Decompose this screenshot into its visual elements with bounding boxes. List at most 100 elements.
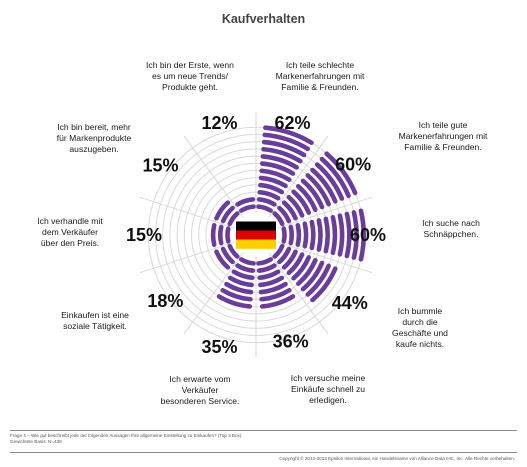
bar-dash — [351, 210, 359, 260]
bar-dash — [257, 189, 281, 201]
bar-dash — [256, 257, 273, 266]
flag-stripe — [236, 230, 276, 240]
bar-segment — [256, 125, 314, 213]
category-label-line: Familie & Freunden. — [404, 142, 481, 152]
category-label-line: Einkaufen ist eine — [61, 310, 129, 320]
category-label-line: durch die — [402, 317, 438, 327]
bar-dash — [235, 263, 256, 273]
grid-spoke — [276, 196, 373, 229]
category-label-line: dem Verkäufer — [42, 227, 98, 237]
bar-dash — [225, 226, 231, 244]
footer-divider — [10, 430, 517, 431]
bar-dash — [272, 211, 285, 227]
bar-dash — [263, 125, 314, 145]
grid-spoke — [183, 252, 244, 335]
category-label-line: Ich teile schlechte — [286, 60, 355, 70]
category-label-line: Verkäufer — [182, 385, 219, 395]
bar-dash — [220, 246, 235, 265]
bar-dash — [286, 252, 305, 276]
category-label: Ich bummle durch die Geschäfte und kaufe ni… — [392, 306, 448, 349]
bar-dash — [227, 243, 240, 259]
bar-dash — [296, 184, 318, 213]
category-label: Einkaufen ist eine soziale Tätigkeit. — [61, 310, 129, 331]
category-label-line: Markenerfahrungen mit — [276, 71, 365, 81]
footnote-base: Gewichtete Basis: N=439 — [10, 439, 62, 444]
value-label: 36% — [273, 332, 309, 352]
category-label: Ich teile schlechte Markenerfahrungen mit… — [276, 60, 365, 92]
bar-dash — [300, 178, 325, 210]
bar-segment — [235, 197, 256, 213]
category-label-line: soziale Tätigkeit. — [63, 321, 127, 331]
flag-stripe — [236, 239, 276, 249]
category-label-line: Ich bin der Erste, wenn — [146, 60, 234, 70]
bar-dash — [220, 205, 235, 224]
bar-dash — [256, 263, 277, 273]
category-label-line: es um neue Trends/ — [152, 71, 229, 81]
bar-dash — [258, 175, 288, 189]
grid-spoke — [276, 241, 373, 274]
bar-dash — [330, 214, 338, 256]
bar-dash — [259, 294, 296, 309]
bar-dash — [272, 243, 285, 259]
category-label: Ich verhandle mit dem Verkäufer über den P… — [37, 216, 103, 248]
bars — [210, 125, 366, 309]
bar-dash — [261, 139, 307, 158]
bar-dash — [239, 257, 256, 266]
bar-dash — [337, 213, 345, 257]
bar-segment — [214, 200, 240, 227]
grid-spoke — [139, 196, 236, 229]
flag-stripe — [236, 221, 276, 231]
bar-dash — [302, 221, 309, 249]
bar-dash — [277, 246, 292, 265]
bar-dash — [217, 224, 224, 246]
bar-segment — [272, 243, 338, 303]
bar-segment — [256, 257, 296, 309]
bar-dash — [258, 281, 288, 295]
bar-dash — [358, 208, 366, 262]
bar-dash — [259, 287, 292, 302]
bar-dash — [259, 161, 296, 176]
category-label-line: kaufe nichts. — [396, 339, 444, 349]
germany-flag-icon — [236, 221, 276, 249]
bar-dash — [239, 204, 256, 213]
value-label: 44% — [332, 293, 368, 313]
bar-segment — [272, 151, 358, 227]
bar-dash — [210, 223, 217, 247]
bar-dash — [227, 275, 254, 288]
bar-dash — [258, 182, 285, 195]
bar-dash — [262, 132, 311, 152]
bar-dash — [277, 205, 292, 224]
grid-spoke — [139, 241, 236, 274]
category-label-line: Familie & Freunden. — [281, 82, 358, 92]
category-label-line: Ich teile gute — [419, 120, 468, 130]
bar-dash — [286, 194, 305, 218]
bar-dash — [281, 226, 287, 244]
footer-divider-2 — [10, 452, 517, 453]
category-label-line: Ich bin bereit, mehr — [57, 122, 131, 132]
bar-dash — [261, 146, 303, 164]
value-label: 60% — [350, 225, 386, 245]
category-labels: Ich teile schlechte Markenerfahrungen mit… — [37, 60, 488, 406]
category-label: Ich suche nach Schnäppchen. — [422, 218, 480, 239]
bar-dash — [259, 168, 292, 183]
category-label-line: erledigen. — [309, 395, 347, 405]
bar-dash — [324, 151, 358, 196]
category-label-line: auszugeben. — [69, 144, 118, 154]
value-label: 12% — [201, 113, 237, 133]
bar-dash — [220, 287, 253, 302]
bar-dash — [323, 216, 330, 254]
bar-dash — [214, 249, 231, 270]
category-label-line: Ich bummle — [398, 306, 443, 316]
bar-dash — [295, 223, 302, 247]
radial-bar-chart: Ich teile schlechte Markenerfahrungen mit… — [37, 60, 488, 406]
category-label-line: Schnäppchen. — [424, 229, 479, 239]
grid-spoke — [268, 135, 329, 218]
bar-dash — [257, 269, 281, 281]
bar-dash — [258, 275, 285, 288]
bar-dash — [256, 197, 277, 207]
bar-dash — [281, 200, 298, 221]
bar-dash — [310, 167, 338, 204]
bar-dash — [281, 249, 298, 270]
bar-dash — [224, 281, 254, 295]
category-label-line: über den Preis. — [41, 238, 99, 248]
